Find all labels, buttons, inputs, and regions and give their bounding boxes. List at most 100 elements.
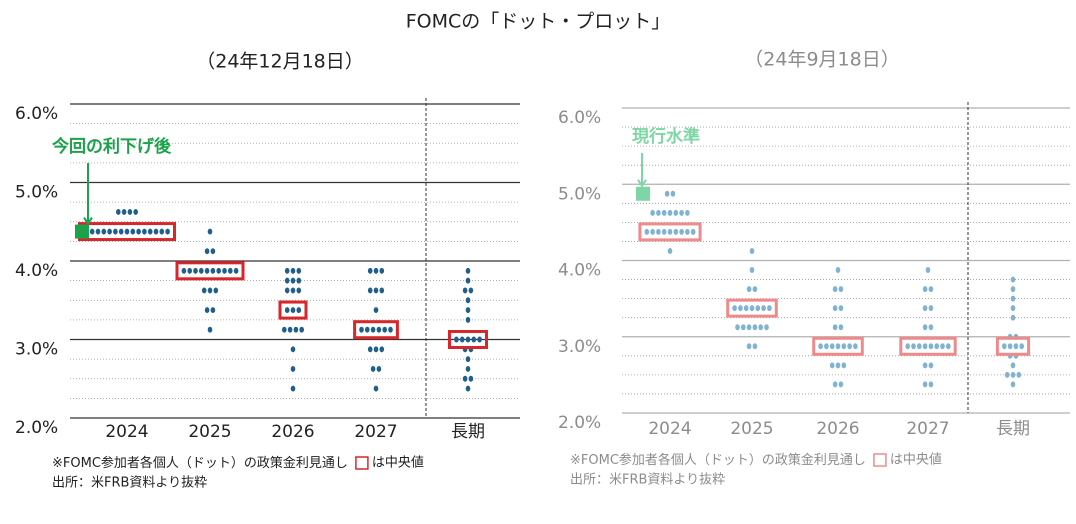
dot	[477, 336, 482, 343]
dot	[204, 248, 210, 255]
dot	[685, 228, 690, 235]
dot	[764, 324, 769, 331]
dot	[124, 228, 130, 235]
dot	[95, 228, 101, 235]
median-box	[726, 298, 778, 318]
dot	[187, 267, 192, 274]
median-box	[812, 336, 864, 356]
dot	[116, 208, 121, 215]
dot	[379, 346, 385, 353]
dot	[359, 326, 364, 333]
dot	[1004, 371, 1010, 378]
dot	[928, 343, 934, 350]
dot	[749, 247, 755, 254]
dot	[296, 307, 302, 314]
dot	[752, 286, 758, 293]
dot	[290, 307, 296, 314]
dot	[1007, 343, 1013, 350]
dot	[818, 343, 823, 350]
dot	[296, 287, 302, 294]
x-tick-label: 2027	[354, 422, 397, 442]
dot	[113, 228, 118, 235]
dot	[213, 287, 219, 294]
note: は中央値	[890, 452, 942, 468]
dot	[293, 326, 299, 333]
dot	[465, 365, 471, 372]
dot	[373, 346, 379, 353]
dot	[847, 343, 852, 350]
dot	[107, 228, 112, 235]
dot	[928, 381, 934, 388]
y-tick-label: 5.0%	[15, 183, 58, 203]
note-text: ※FOMC参加者各個人（ドット）の政策金利見通し	[52, 455, 348, 471]
dot	[832, 324, 838, 331]
dot	[121, 208, 127, 215]
dot	[465, 277, 471, 284]
dot	[752, 324, 758, 331]
dot	[922, 381, 928, 388]
dot	[838, 305, 844, 312]
dot	[905, 343, 910, 350]
dot	[832, 381, 838, 388]
dot	[284, 307, 290, 314]
main-title: FOMCの「ドット・プロット」	[406, 11, 671, 33]
dot	[1016, 371, 1022, 378]
dot	[746, 324, 752, 331]
dot	[388, 326, 393, 333]
dot	[376, 326, 382, 333]
dot	[656, 209, 661, 216]
note: ※FOMC参加者各個人（ドット）の政策金利見通し	[570, 452, 866, 468]
dot	[650, 228, 655, 235]
dot	[465, 336, 471, 343]
dot	[853, 343, 858, 350]
dot	[207, 287, 213, 294]
dot	[758, 324, 763, 331]
dot	[290, 365, 296, 372]
dot	[204, 267, 210, 274]
dot	[925, 267, 931, 274]
dot	[749, 305, 755, 312]
dot	[946, 343, 951, 350]
dot	[296, 267, 302, 274]
dot	[373, 385, 379, 392]
median-box	[278, 300, 308, 320]
x-tick-label: 2026	[816, 419, 859, 439]
dot	[465, 316, 471, 323]
note: は中央値	[372, 455, 424, 471]
arrow-head	[83, 217, 93, 226]
dot	[290, 277, 296, 284]
dot	[667, 209, 673, 216]
y-tick-label: 6.0%	[558, 108, 601, 128]
dot	[922, 324, 928, 331]
y-tick-label: 4.0%	[15, 261, 58, 281]
dot	[685, 209, 690, 216]
dot	[367, 287, 373, 294]
dot	[210, 248, 216, 255]
dot	[181, 267, 187, 274]
y-tick-label: 2.0%	[558, 413, 601, 433]
dot	[752, 343, 758, 350]
note: ※FOMC参加者各個人（ドット）の政策金利見通し	[52, 455, 348, 471]
dot	[367, 346, 373, 353]
dot	[465, 267, 471, 274]
dot	[127, 208, 133, 215]
dot	[832, 286, 838, 293]
dot	[376, 365, 382, 372]
dot	[379, 267, 385, 274]
annotation: 現行水準	[632, 126, 700, 147]
dot	[1013, 343, 1019, 350]
dot	[210, 267, 216, 274]
dot	[159, 228, 165, 235]
x-tick-label: 2025	[188, 422, 231, 442]
legend-median-box	[355, 456, 369, 470]
dot	[465, 297, 471, 304]
dot	[133, 208, 138, 215]
x-tick-label: 2024	[648, 419, 691, 439]
source: 出所：米FRB資料より抜粋	[570, 472, 725, 488]
dot	[922, 305, 928, 312]
dot	[690, 228, 696, 235]
dot	[199, 267, 204, 274]
note-text: ※FOMC参加者各個人（ドット）の政策金利見通し	[570, 452, 866, 468]
x-tick-label: 2026	[271, 422, 314, 442]
